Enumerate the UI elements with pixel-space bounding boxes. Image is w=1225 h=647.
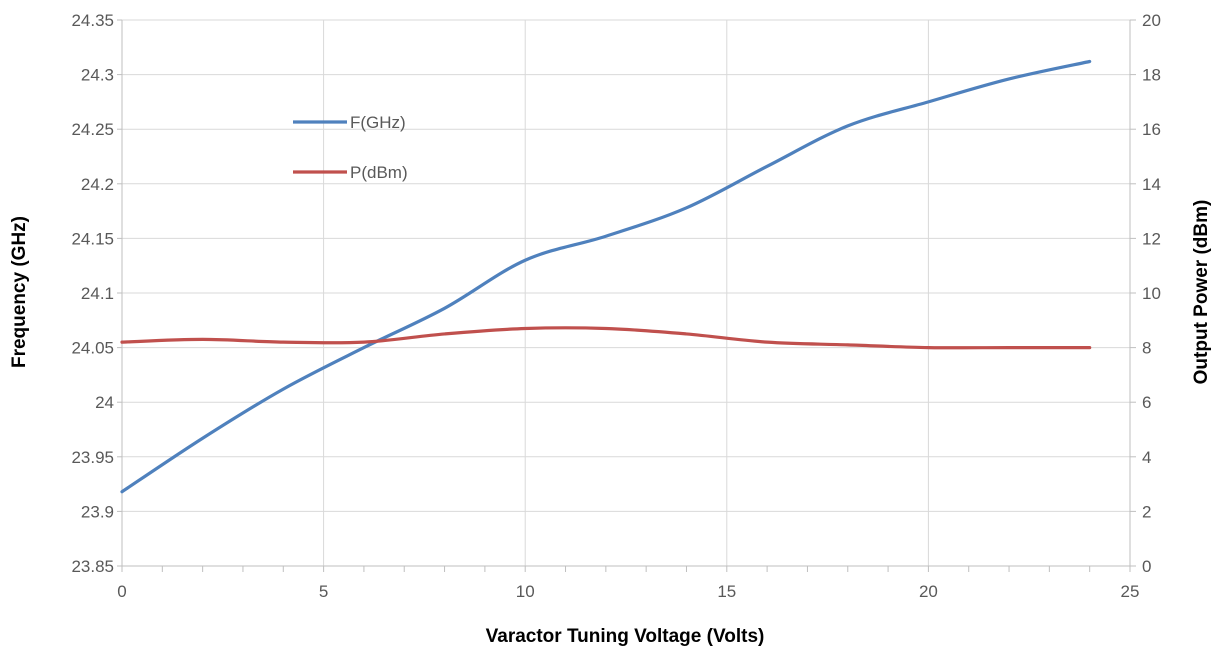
legend-label: F(GHz) xyxy=(350,113,406,132)
x-tick-label: 5 xyxy=(319,582,328,601)
grid xyxy=(121,19,1131,567)
y-tick-label: 23.95 xyxy=(71,448,114,467)
y-tick-label: 24.05 xyxy=(71,339,114,358)
y-axis-title: Frequency (GHz) xyxy=(9,216,30,368)
y2-axis-title: Output Power (dBm) xyxy=(1191,200,1212,385)
y2-tick-label: 2 xyxy=(1142,502,1151,521)
x-tick-label: 10 xyxy=(516,582,535,601)
y2-tick-label: 6 xyxy=(1142,393,1151,412)
legend-label: P(dBm) xyxy=(350,163,408,182)
y-tick-label: 24.2 xyxy=(81,175,114,194)
y-tick-label: 24 xyxy=(95,393,114,412)
x-tick-label: 25 xyxy=(1121,582,1140,601)
y2-tick-label: 12 xyxy=(1142,229,1161,248)
y2-tick-label: 8 xyxy=(1142,339,1151,358)
legend: F(GHz) P(dBm) xyxy=(293,113,408,182)
y-tick-label: 24.25 xyxy=(71,120,114,139)
series-line-p-dbm xyxy=(120,326,1092,350)
y-tick-label: 24.3 xyxy=(81,66,114,85)
y2-tick-label: 18 xyxy=(1142,66,1161,85)
x-axis-title: Varactor Tuning Voltage (Volts) xyxy=(486,626,765,647)
series-lines xyxy=(120,59,1092,494)
y-tick-label: 24.15 xyxy=(71,229,114,248)
y-tick-label: 24.35 xyxy=(71,11,114,30)
x-tick-label: 20 xyxy=(919,582,938,601)
y-tick-label: 23.9 xyxy=(81,502,114,521)
y2-tick-label: 0 xyxy=(1142,557,1151,576)
y2-tick-label: 10 xyxy=(1142,284,1161,303)
series-line-f-ghz xyxy=(120,59,1092,494)
x-tick-label: 15 xyxy=(717,582,736,601)
y2-tick-label: 14 xyxy=(1142,175,1161,194)
y-tick-label: 23.85 xyxy=(71,557,114,576)
y2-tick-label: 16 xyxy=(1142,120,1161,139)
y2-tick-label: 20 xyxy=(1142,11,1161,30)
axes xyxy=(117,19,1136,572)
x-tick-label: 0 xyxy=(117,582,126,601)
tick-labels: 23.8523.923.952424.0524.124.1524.224.252… xyxy=(71,11,1160,601)
y-tick-label: 24.1 xyxy=(81,284,114,303)
y2-tick-label: 4 xyxy=(1142,448,1151,467)
